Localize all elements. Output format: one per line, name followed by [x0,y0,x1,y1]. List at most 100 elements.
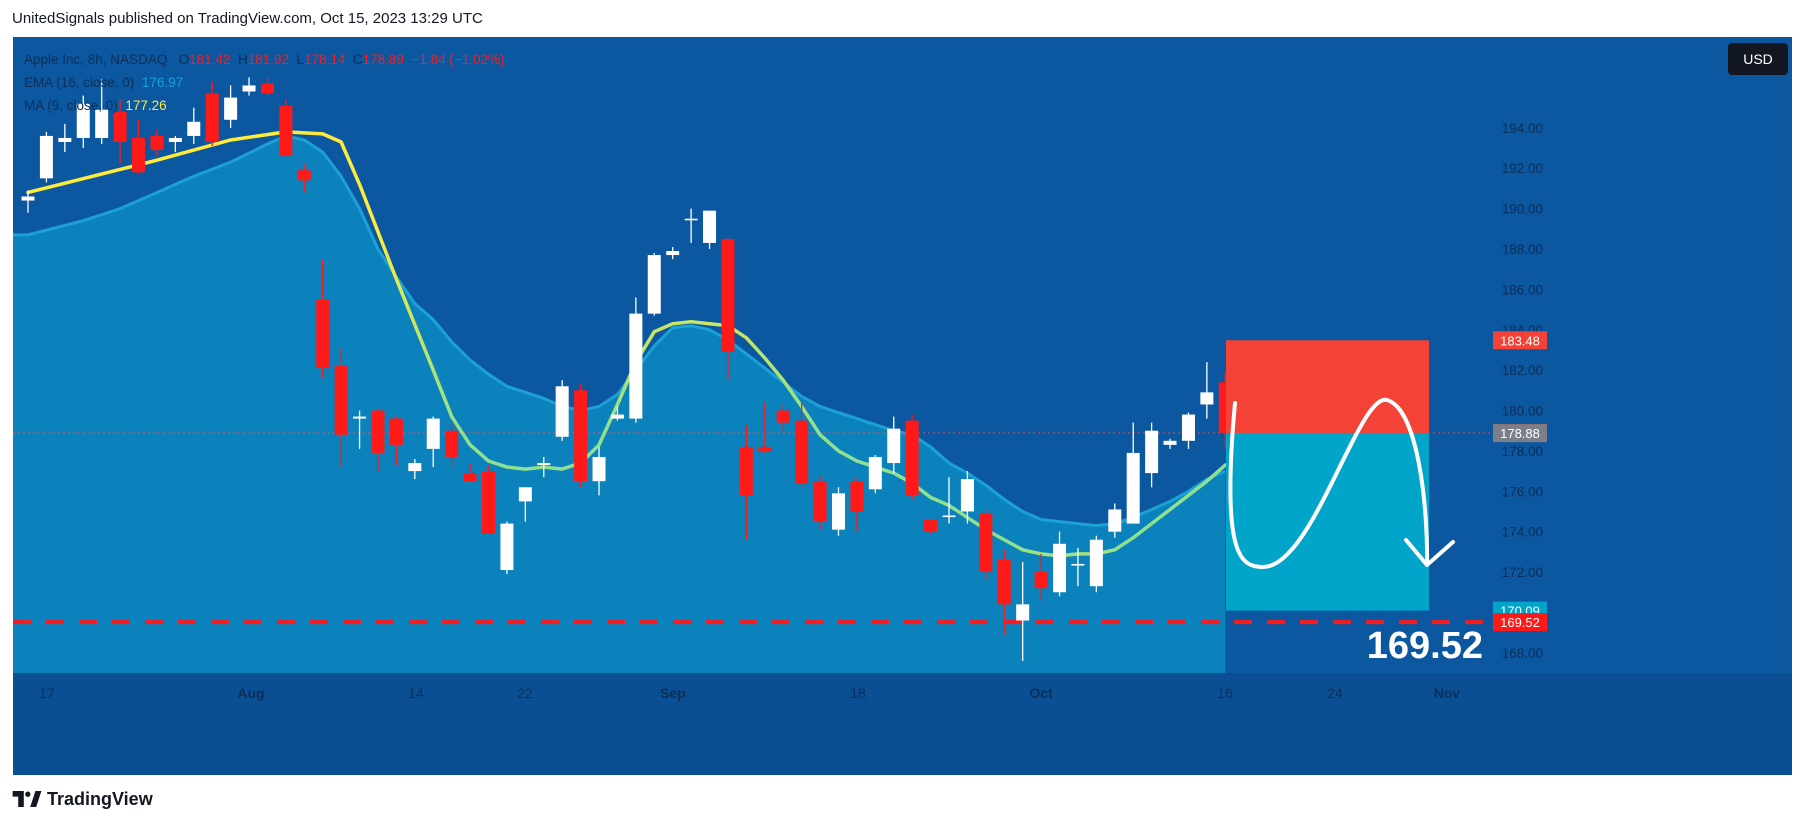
candle-body [703,210,717,243]
candle [555,380,569,441]
candle [537,456,551,478]
candle [445,422,459,468]
candle [426,416,440,468]
currency-button[interactable]: USD [1728,43,1788,75]
time-axis [13,673,1792,775]
candle-body [868,456,882,490]
candle-body [500,523,514,571]
legend-low-label: L [296,52,305,67]
candle [150,129,164,157]
tradingview-logo[interactable]: TradingView [12,788,153,810]
chart-area[interactable]: 169.52 194.00 192.00 190.00 188.00 186.00 184.… [13,37,1792,775]
candle [168,135,182,153]
ma-line [26,130,1228,558]
price-tag-label: 183.48 [1500,333,1540,348]
candle [666,246,680,260]
x-tick-label: 17 [39,685,55,701]
x-tick-label: 18 [850,685,866,701]
candle-body [482,471,495,534]
candle-body [776,410,790,423]
y-tick-label: 168.00 [1502,646,1543,661]
candle-body [960,479,974,512]
candle [187,107,201,145]
candle [831,487,845,536]
candle-body [831,493,845,530]
candle [942,477,956,524]
candle-body [1034,572,1048,589]
candle-body [537,463,551,466]
candle-body [39,135,53,179]
candle [960,471,974,524]
projection-curve [1228,397,1430,570]
x-tick-label: 16 [1217,685,1233,701]
candle [979,509,993,581]
candle [371,408,385,472]
legend-high: 181.92 [247,52,289,67]
candle-body [21,196,35,201]
candle-body [297,170,311,181]
candle-body [76,103,90,138]
candle [703,210,717,249]
legend-ema-label: EMA (16, close, 0) [24,75,135,90]
candle [592,446,606,496]
candle-body [445,430,459,457]
candle-body [592,456,606,482]
candle-body [1163,440,1177,445]
stop-loss-zone [1226,340,1429,433]
candle [684,208,698,243]
candle-body [647,255,661,314]
x-tick-label: Sep [660,685,686,701]
price-tag [1493,613,1547,632]
candle [868,454,882,494]
price-tag [1493,331,1547,350]
candle [647,253,661,316]
candle-body [850,481,864,512]
candle [518,487,532,522]
candle [1016,561,1030,661]
candle-body [334,366,348,435]
legend-ema-row: EMA (16, close, 0) 176.97 [24,71,505,94]
candle [1034,553,1048,601]
candle-body [574,390,588,482]
x-tick-label: 14 [408,685,424,701]
candle [1071,547,1085,587]
legend-close: 178.89 [362,52,404,67]
price-tag-label: 178.88 [1500,426,1540,441]
candle-body [1053,543,1067,593]
candle [924,519,938,534]
candle-body [518,487,532,502]
candle-body [205,93,219,142]
candle [39,131,53,183]
tradingview-logo-icon [12,791,42,807]
y-tick-label: 178.00 [1502,444,1543,459]
candle [95,79,109,145]
candle-body [168,137,182,142]
candle-body [924,519,938,532]
candle-body [1200,392,1214,405]
y-tick-label: 188.00 [1502,242,1543,257]
candle [1163,438,1177,449]
candle [76,95,90,149]
candle-body [979,513,993,573]
candle-body [795,420,809,484]
candle [887,416,901,474]
candle [739,424,753,540]
price-chart[interactable]: 169.52194.00192.00190.00188.00186.00184.… [13,37,1792,775]
legend-ma-value: 177.26 [125,98,167,113]
candle [463,463,477,482]
chart-legend: Apple Inc, 8h, NASDAQ O181.42 H181.92 L1… [24,48,505,117]
candle [389,416,403,466]
candle-body [408,463,422,472]
legend-close-label: C [352,52,363,67]
candle [224,85,238,128]
x-tick-label: Oct [1029,685,1053,701]
candle [758,402,772,453]
candle [334,347,348,468]
candle [113,99,127,165]
candle-body [150,135,164,151]
candle-body [279,105,293,157]
publish-header: UnitedSignals published on TradingView.c… [12,10,483,27]
candle [610,406,624,421]
x-tick-label: Nov [1434,685,1461,701]
candle [353,410,367,449]
